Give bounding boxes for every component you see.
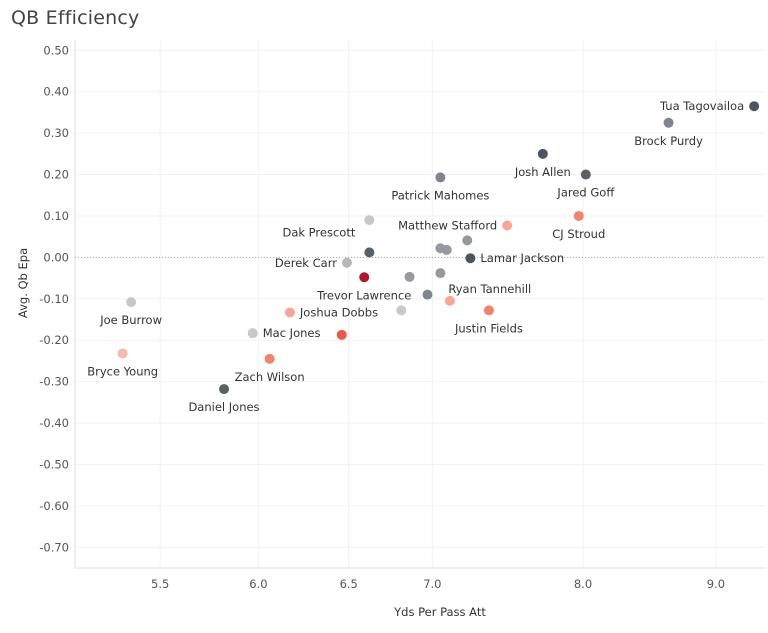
point-label: Mac Jones <box>263 326 321 340</box>
data-point <box>444 295 455 306</box>
y-tick-label: 0.40 <box>43 85 69 99</box>
y-tick-label: -0.40 <box>39 416 69 430</box>
y-tick-label: -0.10 <box>39 292 69 306</box>
data-point <box>580 169 591 180</box>
data-point <box>502 220 513 231</box>
data-point <box>465 253 476 264</box>
chart-title: QB Efficiency <box>11 7 140 29</box>
y-tick-label: -0.70 <box>39 540 69 554</box>
y-tick-label: -0.60 <box>39 499 69 513</box>
data-point <box>364 247 375 258</box>
data-point <box>364 215 375 226</box>
x-axis-title: Yds Per Pass Att <box>393 605 486 619</box>
y-tick-label: 0.10 <box>43 209 69 223</box>
x-tick-label: 5.5 <box>151 577 169 591</box>
data-point <box>422 289 433 300</box>
y-axis-title: Avg. Qb Epa <box>16 248 30 318</box>
data-point <box>284 307 295 318</box>
data-point <box>247 328 258 339</box>
point-label: Justin Fields <box>454 321 523 335</box>
data-point <box>126 297 137 308</box>
x-tick-label: 6.0 <box>249 577 267 591</box>
data-point <box>219 384 230 395</box>
point-label: Daniel Jones <box>188 400 259 414</box>
data-points <box>117 101 760 395</box>
x-tick-label: 7.0 <box>423 577 441 591</box>
point-label: Tua Tagovailoa <box>659 99 744 113</box>
point-label: Zach Wilson <box>235 370 305 384</box>
point-label: Joe Burrow <box>99 313 162 327</box>
data-point <box>404 271 415 282</box>
point-label: Josh Allen <box>514 165 571 179</box>
y-tick-label: 0.30 <box>43 126 69 140</box>
point-label: Matthew Stafford <box>398 218 497 232</box>
x-tick-label: 6.5 <box>340 577 358 591</box>
data-point <box>462 235 473 246</box>
point-labels: Tua Tagovailoa Brock Purdy Josh Allen Jared… <box>87 99 744 414</box>
y-tick-label: 0.50 <box>43 43 69 57</box>
y-tick-labels: 0.50 0.40 0.30 0.20 0.10 0.00 -0.10 -0.20 -0.30 -… <box>39 43 69 554</box>
data-point <box>573 210 584 221</box>
x-tick-label: 8.0 <box>574 577 592 591</box>
point-label: Brock Purdy <box>634 134 703 148</box>
point-label: Derek Carr <box>275 256 337 270</box>
data-point <box>663 117 674 128</box>
y-tick-label: 0.20 <box>43 168 69 182</box>
y-tick-label: -0.20 <box>39 333 69 347</box>
point-label: Ryan Tannehill <box>448 282 531 296</box>
x-tick-labels: 5.5 6.0 6.5 7.0 8.0 9.0 <box>151 577 725 591</box>
y-tick-label: 0.00 <box>43 250 69 264</box>
data-point <box>336 329 347 340</box>
grid-lines <box>75 40 765 568</box>
point-label: Joshua Dobbs <box>299 305 378 319</box>
data-point <box>537 148 548 159</box>
point-label: Patrick Mahomes <box>391 188 489 202</box>
x-tick-label: 9.0 <box>707 577 725 591</box>
y-tick-label: -0.50 <box>39 457 69 471</box>
data-point <box>441 244 452 255</box>
data-point <box>483 305 494 316</box>
point-label: CJ Stroud <box>552 227 605 241</box>
data-point <box>359 272 370 283</box>
data-point <box>117 348 128 359</box>
data-point <box>749 101 760 112</box>
point-label: Jared Goff <box>556 186 615 200</box>
data-point <box>341 257 352 268</box>
data-point <box>435 172 446 183</box>
point-label: Lamar Jackson <box>480 251 564 265</box>
data-point <box>396 305 407 316</box>
point-label: Bryce Young <box>87 364 158 378</box>
data-point <box>435 268 446 279</box>
y-tick-label: -0.30 <box>39 375 69 389</box>
point-label: Dak Prescott <box>282 225 355 239</box>
point-label: Trevor Lawrence <box>316 288 411 302</box>
data-point <box>264 353 275 364</box>
